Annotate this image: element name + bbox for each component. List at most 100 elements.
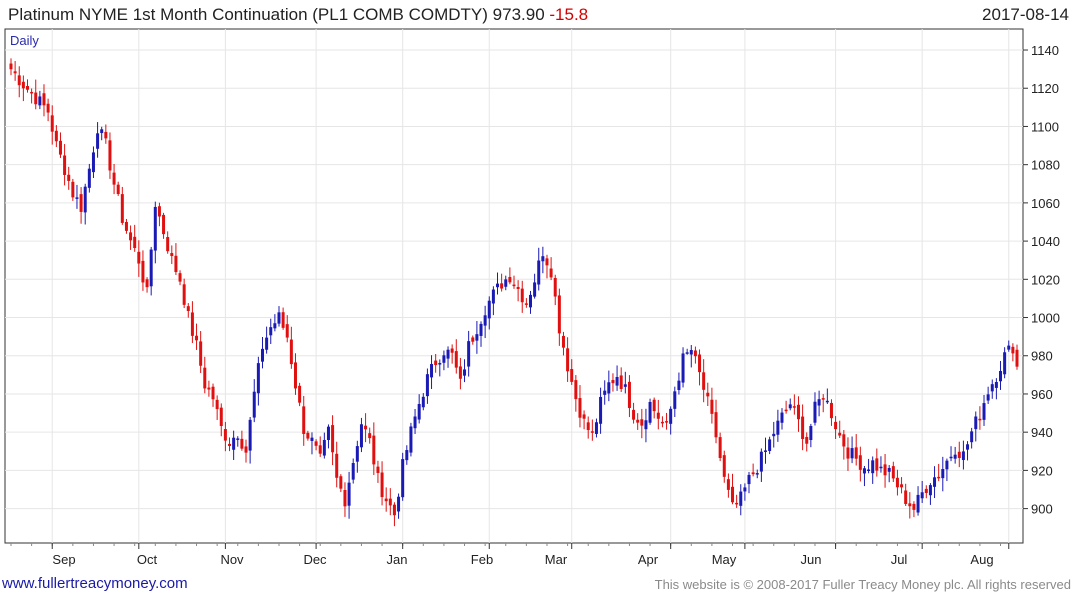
- ohlc-bar: [314, 439, 318, 451]
- ohlc-bar: [904, 483, 908, 507]
- ohlc-bar: [908, 492, 912, 519]
- ohlc-bar: [9, 58, 13, 76]
- ohlc-bar: [949, 446, 953, 462]
- ohlc-bar: [425, 368, 429, 404]
- price-bars: [9, 58, 1019, 527]
- y-axis: 900 920 940 960 980 1000 1020 1040 1060 1080 1100 1…: [1023, 43, 1060, 517]
- bar-body: [817, 399, 821, 406]
- bar-body: [574, 380, 578, 400]
- x-month-label: Mar: [545, 552, 568, 567]
- bar-body: [673, 391, 677, 409]
- ohlc-bar: [75, 184, 79, 209]
- bar-body: [38, 96, 42, 106]
- bar-body: [417, 403, 421, 420]
- bar-body: [75, 197, 79, 199]
- ohlc-bar: [912, 501, 916, 518]
- bar-body: [137, 251, 141, 264]
- ohlc-bar: [846, 437, 850, 471]
- bar-body: [520, 288, 524, 303]
- ohlc-bar: [561, 331, 565, 356]
- ohlc-bar: [611, 373, 615, 392]
- ohlc-bar: [805, 432, 809, 452]
- ohlc-bar: [1003, 347, 1007, 379]
- bar-body: [178, 273, 182, 282]
- ohlc-bar: [120, 186, 124, 225]
- bar-body: [339, 476, 343, 489]
- ohlc-bar: [557, 288, 561, 346]
- y-tick-label: 1040: [1031, 234, 1060, 249]
- ohlc-bar: [871, 456, 875, 484]
- ohlc-bar: [21, 75, 25, 102]
- bar-body: [409, 426, 413, 453]
- bar-body: [648, 401, 652, 423]
- ohlc-bar: [458, 357, 462, 390]
- bar-body: [380, 472, 384, 498]
- ohlc-bar: [256, 356, 260, 406]
- ohlc-bar: [500, 273, 504, 292]
- ohlc-bar: [186, 303, 190, 318]
- ohlc-bar: [133, 224, 137, 252]
- ohlc-bar: [982, 394, 986, 426]
- ohlc-bar: [648, 398, 652, 425]
- bar-body: [108, 140, 112, 171]
- bar-body: [537, 260, 541, 285]
- ohlc-bar: [990, 379, 994, 399]
- bar-body: [100, 129, 104, 134]
- ohlc-bar: [953, 446, 957, 464]
- y-tick-label: 940: [1031, 425, 1053, 440]
- bar-body: [182, 284, 186, 305]
- ohlc-bar: [388, 488, 392, 516]
- ohlc-bar: [825, 388, 829, 404]
- ohlc-bar: [640, 408, 644, 439]
- bar-body: [458, 366, 462, 379]
- ohlc-bar: [627, 375, 631, 418]
- ohlc-bar: [96, 122, 100, 158]
- bar-body: [739, 491, 743, 506]
- bar-body: [153, 206, 157, 251]
- bar-body: [50, 115, 54, 132]
- x-month-label: Dec: [303, 552, 327, 567]
- ohlc-bar: [714, 399, 718, 444]
- ohlc-bar: [153, 201, 157, 264]
- bar-body: [124, 222, 128, 231]
- bar-body: [207, 387, 211, 390]
- bar-body: [475, 334, 479, 341]
- bar-body: [553, 278, 557, 297]
- bar-body: [265, 337, 269, 350]
- bar-body: [813, 401, 817, 423]
- bar-body: [215, 399, 219, 410]
- ohlc-bar: [421, 393, 425, 411]
- bar-body: [788, 404, 792, 409]
- ohlc-bar: [302, 395, 306, 446]
- bar-body: [764, 450, 767, 452]
- bar-body: [599, 396, 603, 424]
- bar-body: [994, 382, 998, 388]
- ohlc-bar: [858, 446, 862, 482]
- site-link[interactable]: www.fullertreacymoney.com: [2, 575, 188, 592]
- ohlc-bar: [145, 277, 149, 293]
- bar-body: [689, 350, 693, 355]
- ohlc-bar: [149, 246, 153, 296]
- bar-body: [67, 174, 71, 181]
- bar-body: [726, 479, 730, 490]
- ohlc-bar: [516, 280, 520, 302]
- bar-body: [784, 409, 788, 412]
- bar-body: [9, 63, 13, 70]
- bar-body: [623, 384, 627, 387]
- ohlc-bar: [768, 436, 772, 455]
- bar-body: [351, 463, 355, 480]
- ohlc-bar: [368, 427, 372, 444]
- bar-body: [953, 454, 957, 459]
- bar-body: [91, 152, 95, 173]
- bar-body: [999, 370, 1003, 382]
- ohlc-bar: [891, 461, 895, 483]
- ohlc-bar: [442, 350, 446, 371]
- bar-body: [190, 312, 194, 336]
- bar-body: [842, 434, 846, 447]
- bar-body: [54, 130, 58, 142]
- ohlc-bar: [306, 430, 310, 441]
- ohlc-bar: [747, 471, 751, 494]
- ohlc-bar: [207, 380, 211, 397]
- bar-body: [805, 436, 809, 444]
